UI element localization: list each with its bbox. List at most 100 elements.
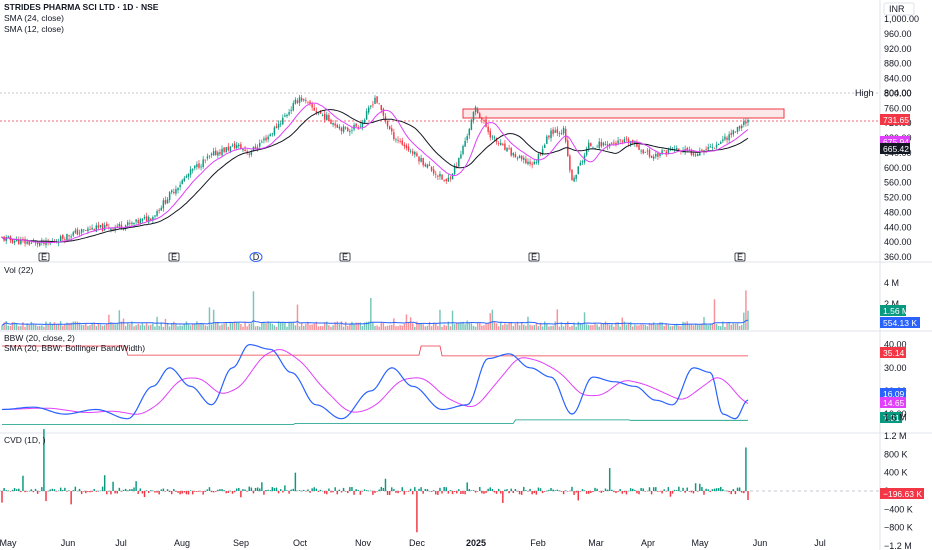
candle-body bbox=[621, 141, 624, 143]
dividend-marker[interactable]: D bbox=[249, 252, 263, 262]
earnings-marker[interactable]: E bbox=[38, 252, 50, 262]
volume-bar bbox=[309, 324, 311, 330]
cvd-bar bbox=[378, 489, 380, 491]
volume-bar bbox=[126, 322, 129, 330]
earnings-marker[interactable]: E bbox=[168, 252, 180, 262]
candle-body bbox=[523, 157, 525, 160]
volume-bar bbox=[701, 323, 703, 330]
candle-body bbox=[533, 161, 535, 165]
candle-body bbox=[391, 128, 393, 132]
candle-body bbox=[699, 150, 701, 156]
volume-bar bbox=[569, 326, 571, 330]
cvd-bar bbox=[403, 491, 406, 495]
chart-title[interactable]: STRIDES PHARMA SCI LTD · 1D · NSE bbox=[4, 2, 159, 12]
bbw-upper-line bbox=[2, 345, 748, 357]
candle-body bbox=[185, 176, 188, 178]
cvd-bar bbox=[504, 489, 506, 491]
volume-bar bbox=[743, 312, 745, 330]
cvd-bar bbox=[68, 490, 70, 491]
volume-bar bbox=[177, 326, 179, 330]
volume-bar bbox=[95, 326, 98, 330]
cvd-bar bbox=[305, 491, 307, 492]
candle-body bbox=[386, 121, 389, 127]
candle-body bbox=[374, 97, 376, 104]
candle-body bbox=[430, 167, 433, 171]
cvd-bar bbox=[745, 447, 747, 491]
cvd-bar bbox=[569, 490, 571, 492]
volume-bar bbox=[286, 326, 288, 330]
candle-body bbox=[422, 158, 424, 166]
volume-bar bbox=[550, 325, 552, 330]
cvd-bar bbox=[139, 488, 142, 491]
volume-bar bbox=[468, 322, 471, 330]
cvd-bar bbox=[401, 487, 403, 491]
cvd-bar bbox=[212, 491, 215, 493]
cvd-legend[interactable]: CVD (1D, ) bbox=[4, 435, 46, 445]
volume-bar bbox=[579, 323, 582, 330]
candle-body bbox=[451, 173, 454, 180]
candle-body bbox=[393, 132, 395, 140]
time-axis[interactable]: May Jun Jul Aug Sep Oct Nov Dec 2025 Feb Mar Apr May… bbox=[0, 538, 826, 548]
cvd-bar bbox=[424, 488, 427, 491]
volume-bar bbox=[171, 323, 173, 330]
cvd-bar bbox=[531, 491, 533, 495]
bbw-tick-label: 40.00 bbox=[884, 340, 907, 350]
volume-bar bbox=[282, 321, 284, 330]
candle-body bbox=[728, 134, 730, 141]
resistance-zone[interactable] bbox=[462, 108, 785, 119]
sma12-legend[interactable]: SMA (12, close) bbox=[4, 24, 64, 34]
cvd-bar bbox=[208, 487, 211, 491]
candle-body bbox=[82, 229, 85, 231]
cvd-bar bbox=[468, 489, 471, 491]
volume-bar bbox=[707, 325, 709, 330]
bbw-sma-legend[interactable]: SMA (20, BBW: Bollinger BandWidth) bbox=[4, 343, 145, 353]
volume-bar bbox=[330, 326, 332, 330]
cvd-bar bbox=[309, 491, 311, 493]
volume-bar bbox=[300, 322, 303, 330]
volume-bar bbox=[604, 321, 607, 330]
earnings-marker[interactable]: E bbox=[528, 252, 540, 262]
marker-shape bbox=[339, 252, 351, 262]
earnings-marker[interactable]: E bbox=[734, 252, 746, 262]
sma24-legend[interactable]: SMA (24, close) bbox=[4, 13, 64, 23]
price-tick-label: 440.00 bbox=[884, 222, 912, 232]
currency-button[interactable] bbox=[883, 2, 915, 16]
candle-body bbox=[623, 139, 626, 143]
candle-body bbox=[286, 114, 288, 117]
cvd-tick-label: −800 K bbox=[884, 523, 913, 533]
candle-body bbox=[715, 144, 718, 148]
cvd-bar bbox=[351, 486, 353, 491]
volume-bar bbox=[20, 325, 22, 330]
volume-bar bbox=[198, 323, 200, 330]
candle-body bbox=[573, 177, 575, 182]
cvd-bar bbox=[263, 491, 265, 495]
earnings-marker[interactable]: E bbox=[339, 252, 351, 262]
candle-body bbox=[447, 177, 450, 182]
cvd-bar bbox=[615, 491, 617, 494]
cvd-bar bbox=[734, 491, 737, 495]
volume-bar bbox=[428, 321, 431, 330]
volume-bar bbox=[103, 325, 106, 330]
cvd-bar bbox=[738, 487, 741, 491]
volume-bar bbox=[166, 322, 169, 330]
volume-legend[interactable]: Vol (22) bbox=[4, 265, 33, 275]
cvd-bar bbox=[319, 489, 322, 491]
volume-bar bbox=[420, 322, 422, 330]
volume-bar bbox=[451, 310, 454, 330]
time-tick-label: Feb bbox=[530, 538, 546, 548]
bbw-legend[interactable]: BBW (20, close, 2) bbox=[4, 333, 75, 343]
volume-bar bbox=[462, 321, 464, 330]
candle-body bbox=[499, 142, 502, 145]
currency-label[interactable]: INR bbox=[889, 4, 905, 14]
cvd-bar bbox=[242, 489, 244, 491]
candle-body bbox=[326, 114, 328, 121]
candle-body bbox=[734, 131, 737, 133]
candle-body bbox=[217, 152, 219, 156]
candle-body bbox=[152, 217, 154, 221]
volume-bar bbox=[319, 325, 322, 330]
volume-bar bbox=[215, 322, 217, 330]
volume-bar bbox=[223, 323, 225, 330]
cvd-bar bbox=[397, 491, 399, 494]
